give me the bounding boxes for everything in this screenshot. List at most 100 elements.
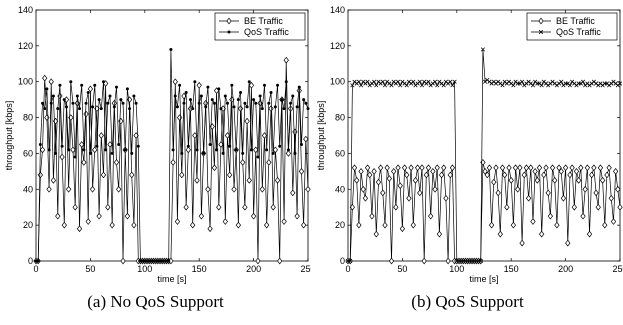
chart-a-data-point [235, 221, 242, 229]
chart-a-data-point [112, 105, 116, 109]
chart-a-data-point [38, 142, 42, 146]
chart-a-data-point [105, 203, 111, 211]
chart-b-legend-entry: BE Traffic [556, 16, 595, 26]
chart-a-data-point [223, 94, 227, 98]
chart-a-data-point [43, 107, 47, 111]
chart-a-data-point [86, 90, 90, 94]
chart-a-data-point [271, 151, 275, 155]
chart-b-data-point [500, 83, 505, 88]
chart-a-data-point [228, 144, 232, 148]
chart-b-data-point [491, 178, 497, 186]
chart-a-data-point [80, 83, 84, 87]
chart-a-data-point [231, 185, 237, 193]
chart-a-data-point [191, 107, 195, 111]
chart-a-data-point [82, 148, 86, 152]
chart-a-data-point [237, 105, 244, 112]
chart-b-data-point [404, 83, 409, 88]
chart-b-legend-marker [538, 17, 544, 25]
chart-b-data-point [595, 203, 601, 211]
chart-b-data-point [430, 167, 436, 175]
chart-b-data-point [426, 79, 431, 84]
chart-a-data-point [158, 259, 162, 263]
chart-b-x-tick-label: 0 [345, 264, 350, 274]
chart-b-data-point [436, 230, 443, 238]
chart-a-data-point [216, 203, 222, 211]
chart-a-data-point [210, 98, 214, 102]
chart-a-data-point [227, 171, 233, 179]
chart-b-data-point [356, 221, 362, 229]
chart-a-data-point [175, 105, 179, 109]
chart-a-data-point [100, 171, 107, 179]
chart-b-data-point [375, 178, 382, 186]
chart-a-legend-marker [226, 17, 232, 25]
chart-a-data-point [186, 144, 190, 148]
chart-a-data-point [284, 80, 288, 84]
chart-b-data-point [401, 164, 408, 172]
chart-a-data-point [299, 142, 303, 146]
chart-b-data-point [532, 167, 538, 175]
chart-b-legend-box [526, 12, 618, 41]
chart-a-data-point [212, 101, 216, 105]
chart-a-data-point [285, 150, 292, 157]
chart-b-data-point [580, 79, 586, 84]
chart-b-data-point [358, 167, 364, 175]
chart-b-data-point [515, 185, 521, 193]
chart-b-data-point [428, 212, 434, 220]
chart-a-data-point [199, 94, 203, 98]
chart-a-data-point [81, 159, 87, 166]
chart-a-data-point [50, 176, 57, 184]
chart-a-data-point [269, 90, 273, 94]
chart-b-data-point [523, 164, 530, 172]
chart-b-data-point [565, 239, 571, 247]
chart-a-data-point [258, 94, 262, 98]
chart-b-x-tick-label: 100 [449, 264, 464, 274]
chart-a-data-point [267, 101, 271, 105]
chart-a-data-point [124, 212, 131, 220]
chart-a-data-point [47, 148, 51, 152]
chart-a-data-point [91, 105, 95, 109]
chart-a-data-point [277, 257, 283, 265]
chart-b-y-tick-label: 120 [330, 41, 345, 51]
chart-a-x-tick-label: 150 [192, 264, 207, 274]
chart-b-data-point [608, 194, 614, 202]
chart-b-data-point [438, 171, 445, 179]
chart-b-data-point [360, 185, 366, 193]
chart-b-x-axis-label: time [s] [469, 274, 498, 284]
chart-b-data-point [512, 164, 519, 172]
chart-a-data-point [126, 96, 133, 104]
chart-b-data-point [350, 83, 355, 88]
chart-b-data-point [351, 164, 358, 172]
chart-b-series-be [345, 159, 623, 265]
chart-a-data-point [180, 151, 184, 155]
chart-b-data-point [382, 221, 388, 229]
chart-b-data-point [604, 171, 610, 179]
chart-a-data-point [274, 176, 281, 184]
chart-b-data-point [411, 79, 416, 84]
chart-b-data-point [367, 171, 373, 179]
chart-b-data-point [358, 83, 364, 88]
chart-b-y-axis-label: throughput [kbps] [316, 101, 326, 171]
chart-a-data-point [143, 259, 147, 263]
chart-b-x-tick-label: 200 [558, 264, 573, 274]
chart-a-y-tick-label: 140 [18, 5, 33, 15]
chart-b-data-point [559, 79, 564, 84]
chart-b-data-point [519, 79, 525, 84]
chart-a-data-point [85, 218, 91, 225]
chart-a-data-point [92, 146, 98, 154]
chart-a-data-point [236, 98, 240, 102]
chart-b-data-point [372, 79, 377, 84]
chart-a-data-point [131, 221, 137, 229]
chart-a-data-point [244, 117, 250, 125]
chart-a-data-point [291, 94, 295, 98]
chart-b-data-point [412, 176, 419, 184]
chart-a-data-point [205, 185, 211, 193]
chart-b-data-point [356, 79, 361, 84]
chart-a-data-point [69, 80, 73, 84]
chart-b-data-point [380, 79, 385, 84]
chart-b-data-point [499, 164, 506, 172]
chart-a-y-axis-label: throughput [kbps] [4, 101, 14, 171]
chart-b-data-point [569, 164, 575, 172]
chart-b-data-point [519, 239, 525, 247]
chart-a-data-point [79, 141, 85, 148]
chart-a-legend-marker [227, 30, 231, 34]
